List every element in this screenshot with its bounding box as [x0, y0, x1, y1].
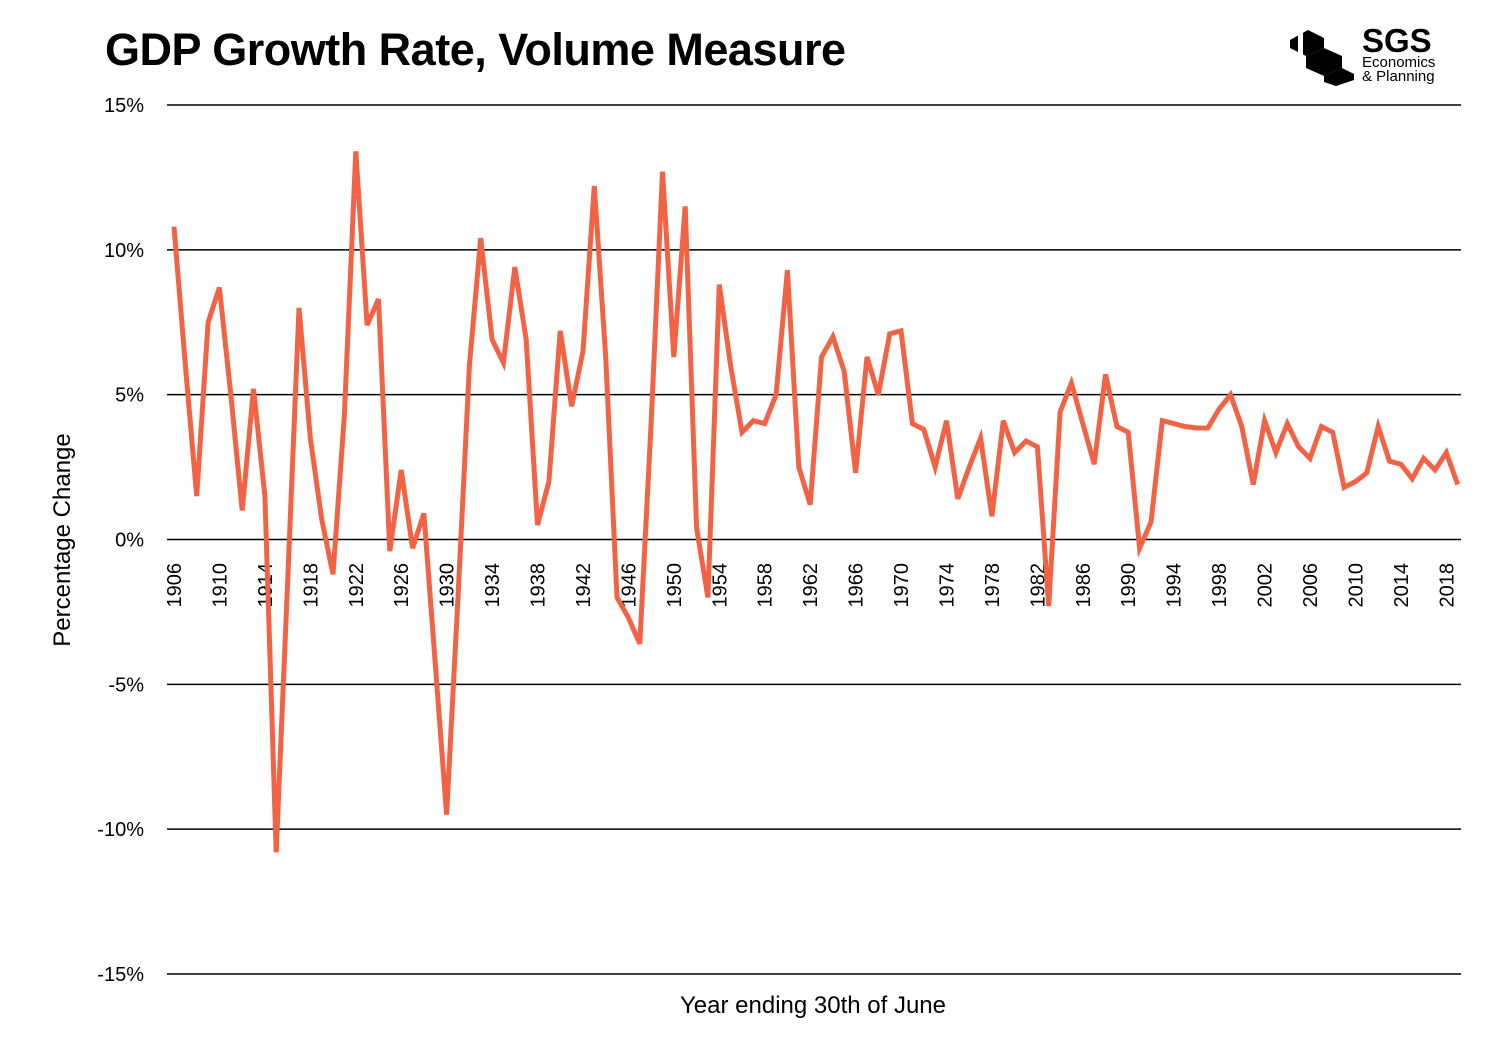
- x-tick-label: 1974: [936, 563, 958, 608]
- x-tick-label: 1938: [528, 563, 550, 608]
- y-tick-label: 10%: [104, 240, 144, 262]
- sgs-logo-mark-icon: [1290, 27, 1354, 86]
- y-tick-label: -15%: [97, 964, 144, 986]
- x-tick-label: 1994: [1164, 563, 1186, 608]
- logo-subtitle-1: Economics: [1362, 54, 1436, 71]
- logo-subtitle-2: & Planning: [1362, 68, 1435, 85]
- y-tick-label: -5%: [108, 674, 144, 696]
- x-tick-label: 1926: [391, 563, 413, 608]
- x-tick-label: 1942: [573, 563, 595, 608]
- x-tick-label: 1998: [1209, 563, 1231, 608]
- logo-subtitle: Economics & Planning: [1362, 54, 1436, 85]
- y-tick-label: 15%: [104, 95, 144, 117]
- x-tick-label: 1930: [437, 563, 459, 608]
- x-tick-label: 1978: [982, 563, 1004, 608]
- x-tick-label: 2002: [1255, 563, 1277, 608]
- x-tick-label: 2014: [1391, 563, 1413, 608]
- x-tick-label: 1962: [800, 563, 822, 608]
- x-tick-label: 1970: [891, 563, 913, 608]
- x-tick-label: 1918: [300, 563, 322, 608]
- x-tick-label: 1934: [482, 563, 504, 608]
- y-tick-label: 0%: [115, 530, 144, 552]
- y-tick-label: 5%: [115, 385, 144, 407]
- x-tick-label: 2018: [1436, 563, 1458, 608]
- y-tick-label: -10%: [97, 819, 144, 841]
- logo-name: SGS: [1362, 22, 1432, 59]
- x-tick-label: 1910: [209, 563, 231, 608]
- x-tick-label: 1906: [164, 563, 186, 608]
- sgs-logo: SGS Economics & Planning: [1288, 22, 1448, 88]
- x-tick-label: 1950: [664, 563, 686, 608]
- chart-title: GDP Growth Rate, Volume Measure: [105, 24, 846, 75]
- x-tick-label: 1990: [1118, 563, 1140, 608]
- x-tick-label: 1958: [755, 563, 777, 608]
- x-tick-label: 1966: [846, 563, 868, 608]
- x-tick-label: 1946: [618, 563, 640, 608]
- x-tick-label: 2010: [1345, 563, 1367, 608]
- x-tick-label: 1922: [346, 563, 368, 608]
- series-line: [171, 151, 1461, 853]
- x-tick-label: 1982: [1027, 563, 1049, 608]
- x-tick-label: 2006: [1300, 563, 1322, 608]
- x-tick-label: 1986: [1073, 563, 1095, 608]
- y-axis-label: Percentage Change: [49, 433, 76, 647]
- x-axis-label: Year ending 30th of June: [680, 992, 946, 1019]
- x-tick-label: 1954: [709, 563, 731, 608]
